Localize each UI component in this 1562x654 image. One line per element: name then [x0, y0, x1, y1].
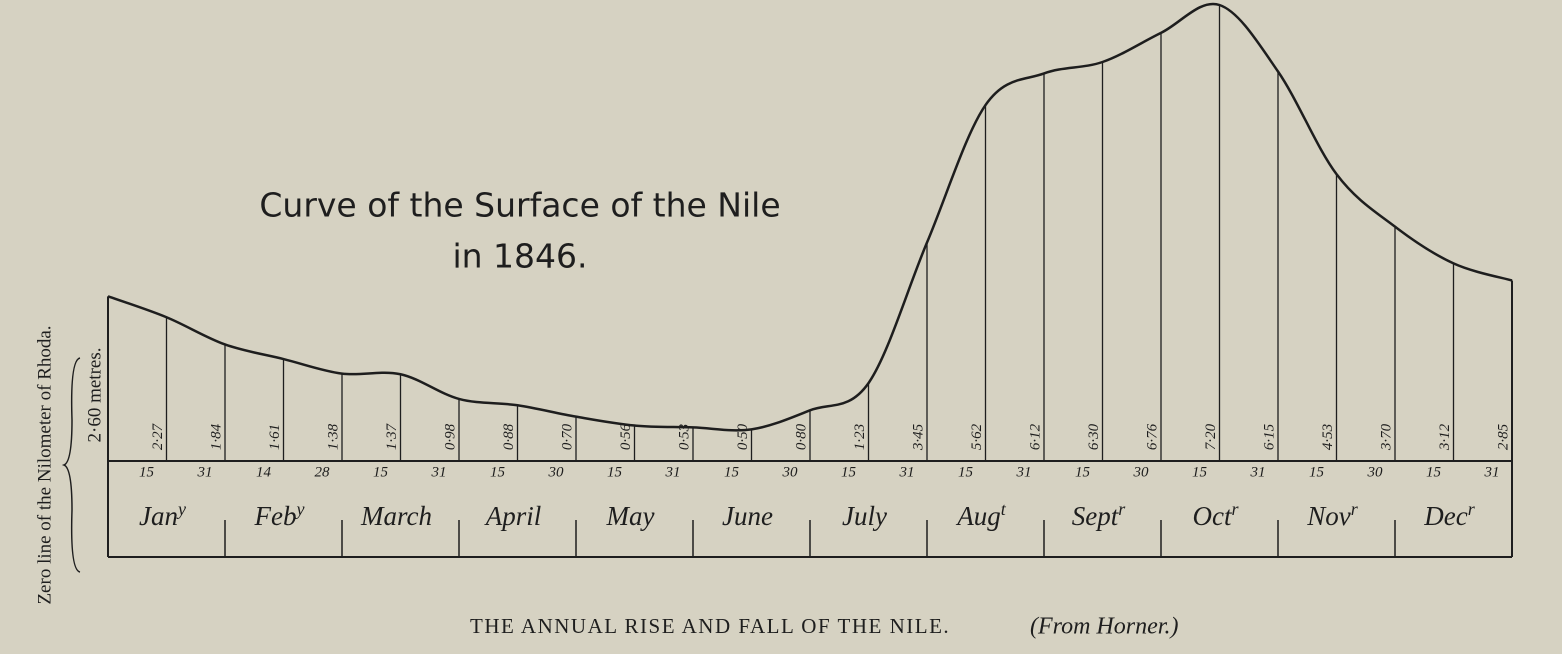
x-tick-label: 30: [548, 464, 565, 480]
x-tick-label: 31: [197, 464, 213, 480]
month-sup: y: [294, 499, 304, 519]
month-label: Septr: [1072, 499, 1127, 531]
value-label: 3·70: [1378, 423, 1394, 451]
month-label: April: [484, 501, 542, 531]
month-name: May: [606, 501, 655, 531]
x-tick-label: 15: [724, 464, 740, 480]
month-sup: r: [1118, 499, 1126, 519]
value-label: 5·62: [969, 423, 985, 450]
caption: THE ANNUAL RISE AND FALL OF THE NILE.: [470, 614, 950, 638]
month-label: Augt: [955, 499, 1007, 531]
x-tick-label: 15: [958, 464, 974, 480]
month-name: Jan: [139, 501, 178, 531]
value-label: 0·88: [501, 423, 517, 450]
value-label: 6·15: [1261, 423, 1277, 450]
value-label: 0·53: [676, 424, 692, 450]
value-label: 0·80: [793, 423, 809, 450]
source: (From Horner.): [1030, 614, 1178, 640]
value-label: 1·38: [325, 423, 341, 450]
x-tick-label: 15: [1075, 464, 1091, 480]
x-tick-label: 31: [431, 464, 447, 480]
x-tick-label: 31: [665, 464, 681, 480]
x-tick-label: 15: [490, 464, 506, 480]
value-label: 0·70: [559, 423, 575, 450]
value-label: 1·84: [208, 423, 224, 450]
month-label: May: [606, 501, 655, 531]
value-label: 3·12: [1437, 423, 1453, 451]
value-label: 6·30: [1086, 423, 1102, 450]
x-tick-label: 28: [315, 464, 331, 480]
month-label: Jany: [139, 499, 186, 531]
value-label: 1·61: [267, 424, 283, 450]
value-label: 0·50: [735, 423, 751, 450]
value-label: 6·76: [1144, 423, 1160, 450]
chart-title: in 1846.: [452, 237, 587, 276]
month-name: June: [722, 501, 773, 531]
x-tick-label: 15: [373, 464, 389, 480]
value-label: 1·37: [384, 422, 400, 450]
value-label: 0·98: [442, 423, 458, 450]
value-label: 2·60 metres.: [84, 348, 105, 443]
value-label: 2·85: [1495, 423, 1511, 450]
y-axis-label: Zero line of the Nilometer of Rhoda.: [34, 325, 55, 604]
x-tick-label: 30: [1367, 464, 1384, 480]
value-label: 4·53: [1320, 424, 1336, 450]
x-tick-label: 15: [139, 464, 155, 480]
month-name: July: [842, 501, 887, 531]
x-tick-label: 31: [1250, 464, 1266, 480]
month-label: Feby: [254, 499, 305, 531]
month-label: Octr: [1193, 499, 1240, 531]
month-label: March: [360, 501, 432, 531]
x-tick-label: 15: [1309, 464, 1325, 480]
month-name: Feb: [254, 501, 297, 531]
x-tick-label: 30: [782, 464, 799, 480]
x-tick-label: 15: [1426, 464, 1442, 480]
brace: [61, 357, 81, 573]
month-sup: y: [176, 499, 186, 519]
month-label: June: [722, 501, 773, 531]
month-name: Sept: [1072, 501, 1120, 531]
month-name: April: [484, 501, 542, 531]
curve: [107, 2, 1513, 432]
month-name: Aug: [955, 501, 1001, 531]
value-label: 3·45: [910, 423, 926, 451]
value-label: 2·27: [150, 422, 166, 450]
month-sup: r: [1468, 499, 1476, 519]
month-label: Novr: [1306, 499, 1359, 531]
month-label: Decr: [1423, 499, 1475, 531]
value-label: 1·23: [852, 424, 868, 450]
value-label: 0·56: [618, 423, 634, 450]
month-name: Nov: [1306, 501, 1351, 531]
x-tick-label: 31: [899, 464, 915, 480]
value-label: 7·20: [1203, 423, 1219, 450]
month-sup: t: [1001, 499, 1007, 519]
x-tick-label: 31: [1016, 464, 1032, 480]
month-label: July: [842, 501, 887, 531]
month-sup: r: [1231, 499, 1239, 519]
value-label: 6·12: [1027, 423, 1043, 450]
x-tick-label: 15: [841, 464, 857, 480]
month-name: Dec: [1423, 501, 1467, 531]
x-tick-label: 14: [256, 464, 272, 480]
x-tick-label: 15: [607, 464, 623, 480]
x-tick-label: 15: [1192, 464, 1208, 480]
x-tick-label: 30: [1133, 464, 1150, 480]
month-sup: r: [1351, 499, 1359, 519]
x-tick-label: 31: [1484, 464, 1500, 480]
chart-title: Curve of the Surface of the Nile: [259, 186, 780, 225]
month-name: Oct: [1193, 501, 1233, 531]
month-name: March: [360, 501, 432, 531]
